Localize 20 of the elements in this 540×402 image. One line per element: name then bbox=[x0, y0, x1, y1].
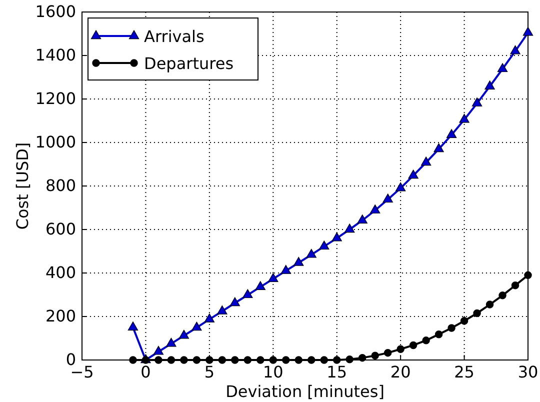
x-tick-label: 15 bbox=[326, 362, 348, 382]
legend-label: Arrivals bbox=[144, 27, 204, 46]
x-tick-label: 25 bbox=[454, 362, 474, 382]
y-tick-label: 0 bbox=[66, 350, 76, 370]
legend-label: Departures bbox=[144, 54, 234, 73]
x-axis-title: Deviation [minutes] bbox=[226, 382, 384, 401]
y-tick-label: 1600 bbox=[35, 2, 76, 22]
y-tick-label: 600 bbox=[45, 220, 76, 239]
x-tick-label: 5 bbox=[204, 362, 215, 382]
y-tick-label: 1000 bbox=[35, 132, 76, 152]
x-tick-label: 20 bbox=[390, 362, 411, 382]
y-tick-label: 1200 bbox=[35, 89, 76, 108]
y-tick-label: 400 bbox=[45, 263, 76, 282]
y-tick-label: 800 bbox=[45, 176, 76, 196]
y-tick-label: 200 bbox=[45, 306, 76, 326]
y-axis-title: Cost [USD] bbox=[13, 142, 32, 230]
x-tick-label: 10 bbox=[262, 362, 284, 382]
y-tick-label: 1400 bbox=[35, 46, 76, 65]
x-tick-label: 0 bbox=[140, 362, 151, 382]
x-tick-label: 30 bbox=[518, 362, 538, 382]
